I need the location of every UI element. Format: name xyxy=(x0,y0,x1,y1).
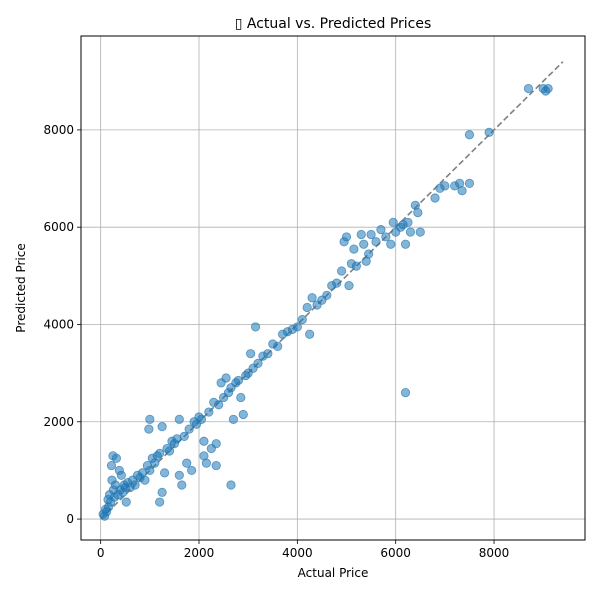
data-point xyxy=(273,341,283,351)
y-tick-label: 4000 xyxy=(43,317,74,331)
data-point xyxy=(140,475,150,485)
data-point xyxy=(381,232,391,242)
data-point xyxy=(184,424,194,434)
data-point xyxy=(403,217,413,227)
data-point xyxy=(187,465,197,476)
data-point xyxy=(236,392,246,403)
data-point xyxy=(145,414,155,424)
data-point xyxy=(106,460,117,471)
data-point xyxy=(464,178,475,189)
data-point xyxy=(211,439,221,449)
y-tick-label: 0 xyxy=(66,512,74,526)
y-tick-label: 6000 xyxy=(43,220,74,234)
data-point xyxy=(305,329,315,339)
data-point xyxy=(388,217,398,227)
data-point xyxy=(199,436,209,446)
data-point xyxy=(221,373,231,383)
x-tick-label: 6000 xyxy=(380,546,411,560)
x-tick-label: 8000 xyxy=(479,546,510,560)
data-point xyxy=(366,229,376,240)
x-axis-label: Actual Price xyxy=(298,566,369,580)
data-point xyxy=(130,480,140,490)
data-point xyxy=(157,487,167,497)
data-point xyxy=(159,468,170,478)
data-point xyxy=(543,83,553,94)
data-point xyxy=(196,414,207,424)
data-point xyxy=(302,302,312,313)
data-point xyxy=(164,446,175,456)
data-point xyxy=(297,315,307,325)
data-point xyxy=(228,414,239,424)
data-point xyxy=(386,239,396,249)
data-point xyxy=(344,280,354,291)
data-point xyxy=(177,480,187,490)
data-point xyxy=(182,458,192,468)
data-point xyxy=(250,322,261,332)
data-point xyxy=(376,225,386,235)
scatter-points xyxy=(98,83,553,521)
data-point xyxy=(349,244,359,254)
data-point xyxy=(356,229,366,240)
data-point xyxy=(144,424,154,434)
data-point xyxy=(214,400,224,410)
x-axis-ticks: 0 2000 4000 6000 8000 xyxy=(97,540,509,560)
data-point xyxy=(292,322,302,332)
data-point xyxy=(155,497,165,507)
grid-lines xyxy=(81,36,585,540)
data-point xyxy=(457,186,467,196)
data-point xyxy=(174,414,184,424)
data-point xyxy=(145,465,155,476)
data-point xyxy=(341,232,352,242)
data-point xyxy=(211,460,221,471)
data-point xyxy=(359,239,369,249)
data-point xyxy=(111,453,122,463)
y-axis-ticks: 0 2000 4000 6000 8000 xyxy=(43,123,81,526)
chart-title: ▯ Actual vs. Predicted Prices xyxy=(235,16,432,32)
x-tick-label: 2000 xyxy=(184,546,215,560)
data-point xyxy=(263,349,273,359)
data-point xyxy=(413,207,423,218)
data-point xyxy=(116,470,126,480)
y-tick-label: 8000 xyxy=(43,123,74,137)
data-point xyxy=(157,422,167,432)
data-point xyxy=(400,239,411,249)
data-point xyxy=(179,431,189,441)
data-point xyxy=(253,358,263,369)
data-point xyxy=(155,448,165,459)
data-point xyxy=(400,387,411,398)
data-point xyxy=(174,470,184,480)
data-point xyxy=(371,237,381,247)
data-point xyxy=(307,293,317,303)
data-point xyxy=(322,290,332,300)
data-point xyxy=(246,349,256,359)
data-point xyxy=(351,261,361,271)
data-point xyxy=(332,278,342,288)
data-point xyxy=(233,375,243,386)
data-point xyxy=(364,249,374,259)
x-tick-label: 4000 xyxy=(282,546,313,560)
x-tick-label: 0 xyxy=(97,546,105,560)
data-point xyxy=(440,181,450,191)
data-point xyxy=(405,227,416,237)
data-point xyxy=(415,227,425,237)
data-point xyxy=(201,458,211,468)
data-point xyxy=(226,480,236,490)
data-point xyxy=(523,83,534,94)
data-point xyxy=(204,407,214,417)
y-axis-label: Predicted Price xyxy=(14,243,28,332)
plot-frame xyxy=(80,35,586,541)
data-point xyxy=(121,497,131,507)
data-point xyxy=(337,266,347,276)
data-point xyxy=(430,193,440,203)
y-tick-label: 2000 xyxy=(43,415,74,429)
data-point xyxy=(238,409,248,420)
data-point xyxy=(464,130,475,140)
data-point xyxy=(484,127,494,137)
